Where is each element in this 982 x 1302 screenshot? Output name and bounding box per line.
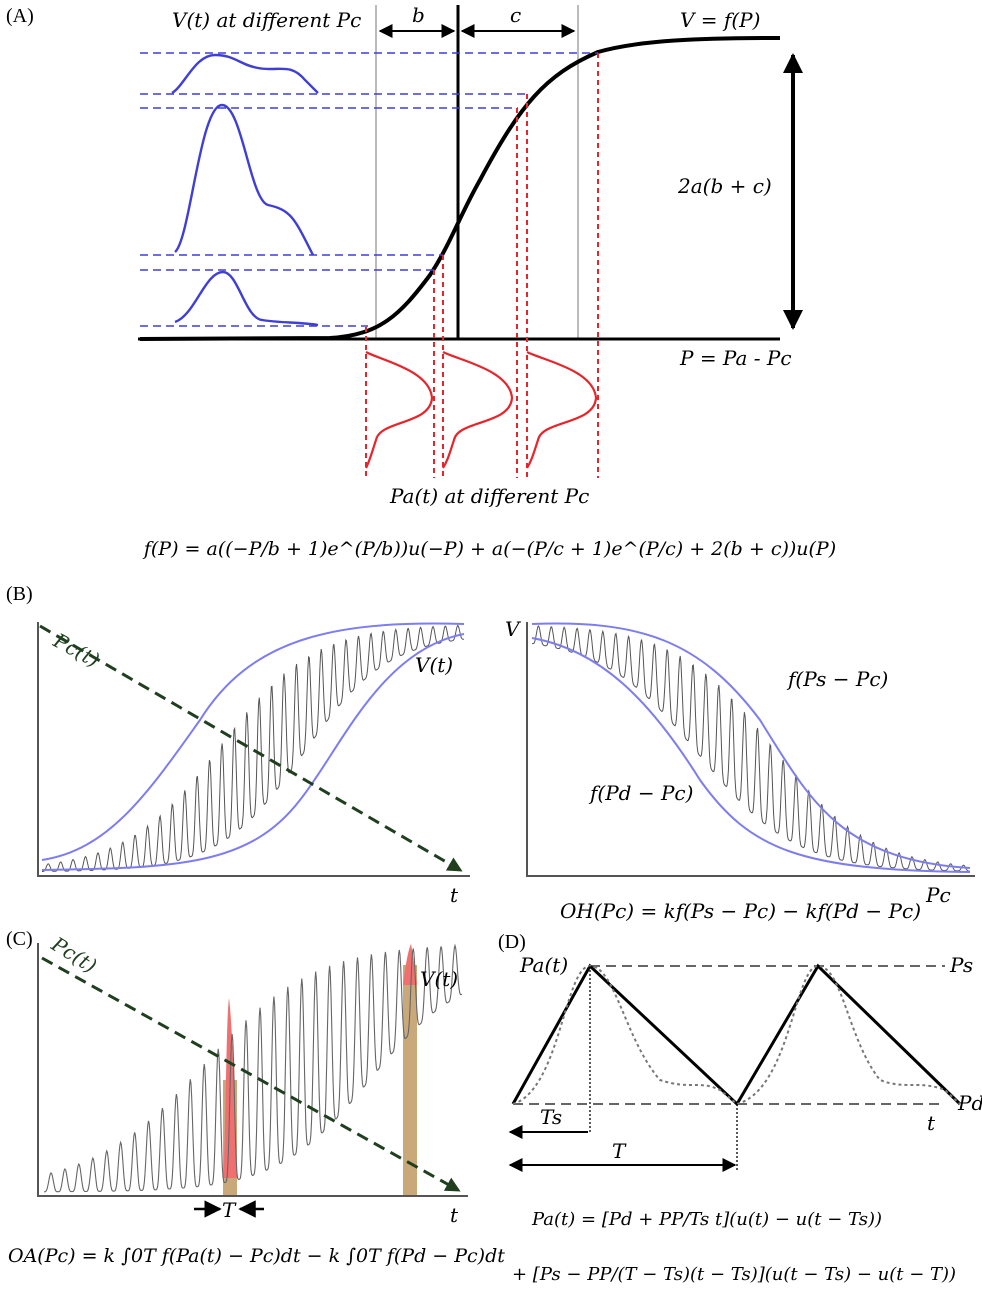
d-dotted-wave <box>512 964 961 1106</box>
b-right-lower-label: f(Pd − Pc) <box>588 781 693 805</box>
b-label: b <box>412 3 425 27</box>
c-label: c <box>510 3 521 27</box>
d-pd-label: Pd <box>957 1091 982 1115</box>
panel-d: (D) Pa(t) Ps Pd t Ts T Pa(t) = [Pd + PP/… <box>498 931 982 1285</box>
d-period-label: T <box>612 1139 627 1163</box>
curve-label: V = f(P) <box>680 8 760 32</box>
pa-wave-1 <box>365 351 434 469</box>
panel-b: (B) Pc(t) V(t) t V f(Ps − Pc) f(Pd − Pc)… <box>6 583 975 923</box>
panel-b-label: (B) <box>6 583 33 605</box>
b-right-oscillation <box>531 625 970 872</box>
d-ps-label: Ps <box>949 953 973 977</box>
d-sawtooth <box>511 963 962 1107</box>
b-left-oscillation <box>42 624 465 872</box>
blue-dashed-lines <box>140 52 598 327</box>
b-left-axes <box>37 622 470 877</box>
c-pc-arrow <box>41 956 461 1192</box>
c-tan-bar-2 <box>403 965 417 1195</box>
panel-c-formula: OA(Pc) = k ∫0T f(Pa(t) − Pc)dt − k ∫0T f… <box>8 1245 505 1267</box>
panel-c: (C) Pc(t) V(t) t T OA(Pc) = k ∫0T f(Pa(t… <box>6 928 505 1267</box>
panel-a-formula: f(P) = a((−P/b + 1)e^(P/b))u(−P) + a(−(P… <box>142 538 836 560</box>
b-left-pc-label: Pc(t) <box>49 628 104 672</box>
b-left-x-label: t <box>450 883 459 907</box>
c-oscillation <box>44 943 463 1193</box>
c-v-label: V(t) <box>420 967 458 991</box>
c-axes <box>37 943 468 1197</box>
panel-b-formula: OH(Pc) = kf(Ps − Pc) − kf(Pd − Pc) <box>560 899 921 923</box>
v-title: V(t) at different Pc <box>172 8 361 32</box>
panel-a-label: (A) <box>6 5 34 27</box>
c-red-pulse-2 <box>403 944 417 985</box>
sigmoid-curve <box>139 36 781 341</box>
p-axis-label: P = Pa - Pc <box>679 346 792 370</box>
v-wave-bottom <box>174 270 319 327</box>
b-right-upper-envelope <box>531 622 971 869</box>
panel-c-label: (C) <box>6 928 33 950</box>
c-pc-label: Pc(t) <box>47 931 102 977</box>
b-right-lower-envelope <box>531 637 971 873</box>
amplitude-label: 2a(b + c) <box>677 174 772 198</box>
red-dashed-lines <box>365 53 599 478</box>
panel-d-formula-line2: + [Ps − PP/(T − Ts)(t − Ts)](u(t − Ts) −… <box>512 1264 956 1285</box>
pa-wave-3 <box>526 351 598 469</box>
b-left-pc-arrow <box>39 624 463 872</box>
d-ts-label: Ts <box>540 1105 562 1129</box>
b-right-axes <box>526 622 975 877</box>
panel-a: (A) b c 2a(b + c) V = f(P) V(t) at diffe… <box>6 3 836 560</box>
b-left-lower-envelope <box>41 633 465 871</box>
pa-title: Pa(t) at different Pc <box>389 484 589 508</box>
panel-d-label: (D) <box>498 931 526 953</box>
b-right-x-label: Pc <box>925 883 951 907</box>
blue-waveforms <box>171 53 319 327</box>
pa-wave-2 <box>442 351 514 469</box>
c-x-label: t <box>450 1203 459 1227</box>
red-waveforms <box>365 351 598 469</box>
c-period-label: T <box>222 1198 237 1222</box>
b-right-y-label: V <box>505 617 522 641</box>
panel-d-formula-line1: Pa(t) = [Pd + PP/Ts t](u(t) − u(t − Ts)) <box>531 1209 882 1230</box>
v-wave-middle <box>174 103 315 256</box>
b-right-upper-label: f(Ps − Pc) <box>786 667 888 691</box>
b-left-v-label: V(t) <box>415 653 453 677</box>
d-pa-label: Pa(t) <box>519 953 568 977</box>
d-t-label: t <box>927 1111 936 1135</box>
v-wave-top <box>171 53 319 95</box>
b-left-upper-envelope <box>41 622 465 861</box>
